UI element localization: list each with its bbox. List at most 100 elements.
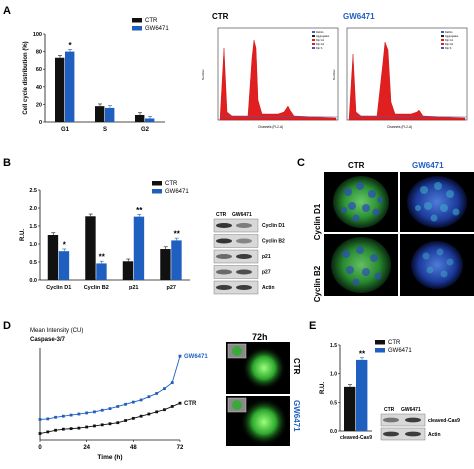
legend-swatch — [152, 181, 162, 186]
data-point — [93, 410, 96, 414]
svg-text:Dip G2: Dip G2 — [445, 42, 454, 46]
data-point — [131, 416, 135, 420]
flow-legend-gw6471: Debris Aggregates Dip G1 Dip G2 Dip S — [441, 30, 459, 50]
svg-text:Dip G1: Dip G1 — [316, 38, 325, 42]
blot-col-ctr: CTR — [384, 407, 395, 413]
bar — [122, 261, 134, 280]
data-point — [116, 405, 120, 408]
y-tick-label: 1.5 — [330, 343, 337, 349]
data-point — [147, 412, 151, 416]
panel-c-letter: C — [297, 157, 305, 169]
panel-a-bar-chart: 0 20 40 60 80 100 Cell cycle distribution (%) G… — [23, 32, 165, 133]
bar — [135, 114, 145, 122]
blot-col-ctr: CTR — [216, 212, 227, 218]
panel-a-legend: CTR GW6471 — [132, 18, 169, 32]
flow-fit-line — [219, 115, 339, 118]
western-blot-e: CTR GW6471 cleaved-Cas9 Actin — [380, 407, 460, 441]
category-label: S — [103, 127, 107, 133]
y-tick-label: 100 — [33, 32, 42, 38]
panel-b-legend: CTR GW6471 — [152, 181, 189, 195]
data-point — [131, 400, 135, 404]
blot-band — [405, 431, 421, 437]
category-label: Cyclin D1 — [46, 285, 71, 291]
y-tick-label: 60 — [36, 67, 42, 73]
micrograph-gw6471-cyclin-b2 — [400, 234, 474, 296]
bar — [356, 359, 368, 431]
panel-d-line-chart: 0 24 48 72 Time (h) GW6471 CTR — [38, 348, 208, 461]
blot-band — [405, 417, 421, 423]
data-point — [178, 401, 182, 405]
bar — [171, 240, 182, 280]
y-axis-label: Cell cycle distribution (%) — [23, 41, 29, 114]
legend-label: GW6471 — [165, 189, 189, 195]
x-axis-label: Time (h) — [97, 454, 122, 461]
category-label: Cyclin B2 — [84, 285, 109, 291]
x-tick-label: 24 — [83, 445, 90, 451]
x-tick-label: 72 — [177, 445, 184, 451]
bar — [96, 263, 107, 280]
blot-row-label: Cyclin B2 — [262, 239, 285, 245]
flow-title-gw6471: GW6471 — [343, 12, 375, 21]
caspase-label-ctr: CTR — [292, 358, 301, 375]
panel-b-bar-chart: 0.0 0.5 1.0 1.5 2.0 2.5 R.U. Cyclin D1 * Cyclin B… — [20, 188, 190, 291]
bar — [65, 51, 75, 122]
blot-row-label: Cyclin D1 — [262, 223, 285, 229]
data-point — [139, 414, 143, 418]
panel-e-legend: CTR GW6471 — [375, 340, 412, 354]
data-point — [124, 402, 127, 406]
y-axis-label: R.U. — [320, 382, 326, 394]
blot-band — [216, 254, 232, 259]
y-tick-label: 0 — [39, 120, 42, 126]
bar — [58, 251, 70, 280]
western-blot-b: CTR GW6471 Cyclin D1 Cyclin B2 p21 p27 Actin — [213, 212, 285, 295]
micrograph-ctr-cyclin-d1 — [324, 172, 398, 232]
blot-band — [236, 223, 252, 228]
blot-strip — [213, 234, 259, 248]
data-point — [38, 418, 42, 421]
y-tick-label: 0.5 — [330, 400, 337, 406]
flow-legend-ctr: Debris Aggregates Dip G1 Dip G2 Dip S — [312, 30, 330, 50]
data-point — [100, 423, 104, 427]
significance-mark: ** — [99, 253, 106, 262]
blot-band — [236, 285, 252, 290]
y-tick-label: 20 — [36, 102, 42, 108]
flow-title-ctr: CTR — [212, 12, 229, 21]
data-point — [170, 405, 174, 408]
series-label: CTR — [184, 401, 197, 407]
data-point — [54, 415, 57, 419]
category-label: p27 — [167, 285, 176, 291]
y-axis-label: R.U. — [20, 229, 26, 241]
svg-text:Debris: Debris — [316, 30, 324, 34]
flow-fit-line — [348, 115, 468, 118]
legend-swatch — [152, 189, 162, 194]
y-tick-label: 1.0 — [330, 372, 337, 378]
legend-label: CTR — [165, 181, 178, 187]
legend-swatch — [132, 26, 142, 31]
bar — [55, 57, 65, 123]
y-tick-label: 2.0 — [29, 206, 37, 212]
data-point — [69, 413, 73, 417]
y-tick-label: 40 — [36, 85, 42, 91]
svg-text:Debris: Debris — [445, 30, 453, 34]
flow-ylabel: Number — [201, 69, 205, 80]
micrograph-ctr-caspase — [226, 342, 290, 394]
data-point — [108, 407, 112, 411]
blot-band — [236, 254, 252, 259]
panel-a-letter: A — [3, 5, 11, 17]
category-label: G2 — [141, 127, 150, 133]
flow-histogram-ctr: Number Channels (FL2-A) CTR Debris Aggre… — [201, 12, 339, 129]
svg-text:Dip S: Dip S — [316, 46, 323, 50]
y-tick-label: 0.0 — [330, 429, 337, 435]
significance-mark: ** — [174, 230, 181, 239]
y-tick-label: 2.5 — [29, 188, 37, 194]
data-point — [93, 424, 96, 428]
bar — [95, 106, 105, 122]
panel-b-letter: B — [3, 157, 11, 169]
data-point — [61, 414, 65, 418]
micrograph-gw6471-cyclin-d1 — [400, 172, 474, 232]
blot-band — [216, 238, 232, 244]
data-point — [61, 427, 65, 431]
blot-band — [216, 223, 232, 228]
panel-e-bar-chart: 0.0 0.5 1.0 1.5 R.U. cleaved-Cas9 ** — [320, 343, 372, 441]
x-tick-label: 48 — [130, 445, 137, 451]
